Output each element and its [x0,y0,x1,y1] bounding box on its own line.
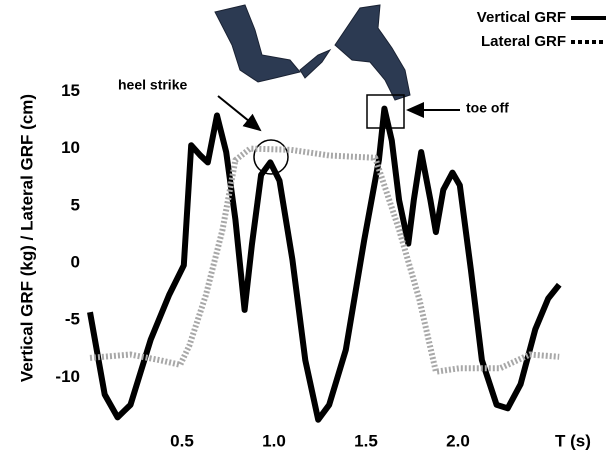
y-tick-label: 15 [61,81,80,100]
x-tick-label: 1.5 [354,431,378,450]
legend-label: Lateral GRF [481,33,566,50]
x-tick-label: 1.0 [262,431,286,450]
annotation-circle [253,139,289,175]
x-axis-label: T (s) [555,431,591,450]
y-tick-label: 10 [61,138,80,157]
y-tick-label: 0 [71,252,80,271]
y-axis-label: Vertical GRF (kg) / Lateral GRF (cm) [17,94,36,382]
series-line [89,145,560,375]
y-tick-label: -10 [55,367,80,386]
annotation: heel strike [118,77,187,93]
foot-illustration [214,4,411,101]
x-tick-label: 2.0 [446,431,470,450]
annotation-box [366,94,405,129]
x-tick-label: 0.5 [170,431,194,450]
y-tick-label: 5 [71,195,80,214]
legend-label: Vertical GRF [477,9,566,26]
annotation-arrow [217,95,262,132]
annotation: toe off [466,100,509,116]
series-line [87,105,562,423]
y-tick-label: -5 [65,310,80,329]
